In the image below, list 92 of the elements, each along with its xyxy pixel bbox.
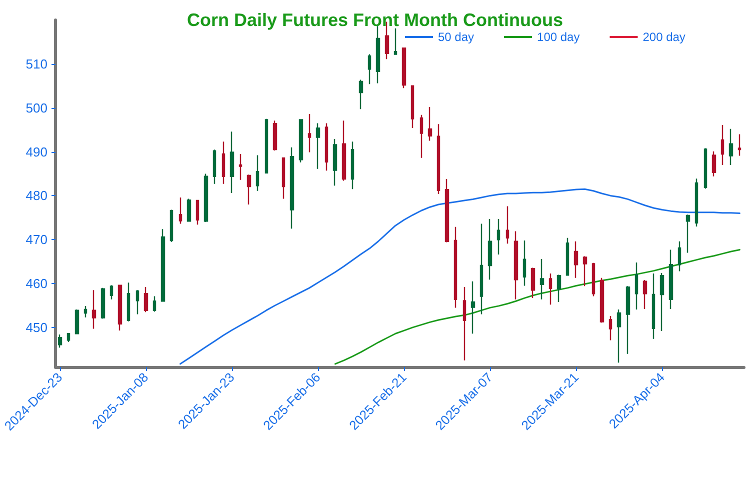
candlestick xyxy=(144,286,148,313)
candlestick xyxy=(282,156,286,200)
y-tick-label: 450 xyxy=(26,320,48,335)
candlestick xyxy=(368,54,372,85)
candlestick xyxy=(436,124,440,195)
candlestick xyxy=(738,134,742,156)
candlestick xyxy=(480,223,484,315)
candlestick xyxy=(712,150,716,177)
candlestick xyxy=(74,308,80,335)
candlestick xyxy=(58,334,62,348)
candlestick xyxy=(660,272,664,332)
candlestick xyxy=(160,228,166,302)
candlestick xyxy=(222,141,226,184)
candlestick xyxy=(704,148,708,190)
candlestick xyxy=(152,296,156,312)
candlestick xyxy=(522,240,526,286)
candlestick xyxy=(548,272,552,306)
candlestick xyxy=(686,214,690,254)
candlestick xyxy=(332,138,338,186)
candlestick xyxy=(92,290,96,330)
candlestick xyxy=(652,272,656,340)
candlestick xyxy=(556,274,562,303)
candlestick xyxy=(444,178,450,243)
legend-label: 200 day xyxy=(642,30,686,44)
candlestick xyxy=(488,218,492,280)
candlestick xyxy=(204,173,208,223)
candlestick xyxy=(470,280,476,334)
candlestick xyxy=(100,287,106,320)
candlestick xyxy=(678,240,682,272)
candlestick xyxy=(566,237,570,276)
line-series xyxy=(334,248,740,365)
candlestick xyxy=(608,315,612,341)
candlestick xyxy=(324,122,328,172)
candlestick xyxy=(170,209,174,242)
candlestick xyxy=(626,286,630,354)
candlestick xyxy=(186,198,192,222)
candlestick xyxy=(298,118,304,163)
candlestick xyxy=(256,154,260,192)
candlestick xyxy=(402,47,406,89)
candlestick xyxy=(358,79,364,110)
candlestick xyxy=(136,290,140,315)
chart-title: Corn Daily Futures Front Month Continuous xyxy=(187,10,563,30)
candlestick xyxy=(350,141,354,190)
candlestick xyxy=(376,26,380,84)
candlestick xyxy=(110,284,114,300)
candlestick xyxy=(420,114,424,159)
candlestick xyxy=(728,128,734,166)
candlestick xyxy=(574,240,578,278)
candlestick xyxy=(196,199,200,226)
candlestick xyxy=(394,28,398,55)
candlestick xyxy=(272,120,278,152)
candlestick xyxy=(514,230,518,300)
candlestick xyxy=(238,153,242,180)
candlestick xyxy=(246,174,252,206)
y-tick-label: 490 xyxy=(26,144,48,160)
y-tick-label: 500 xyxy=(26,100,48,116)
candlestick xyxy=(616,308,622,364)
line-series xyxy=(180,188,740,365)
candlestick xyxy=(178,196,182,224)
candlestick xyxy=(506,206,510,244)
candlestick xyxy=(126,282,130,322)
candlestick xyxy=(410,84,414,129)
candlestick xyxy=(316,122,320,170)
candlestick xyxy=(264,118,268,174)
candlestick xyxy=(212,148,216,184)
candlestick xyxy=(634,262,638,310)
y-tick-label: 470 xyxy=(26,232,48,248)
y-tick-label: 460 xyxy=(26,276,48,292)
candlestick xyxy=(720,124,724,166)
candlestick xyxy=(582,256,588,287)
candlestick xyxy=(454,226,458,308)
candlestick xyxy=(308,113,312,153)
candlestick xyxy=(342,120,346,182)
candlestick xyxy=(462,286,466,362)
y-tick-label: 480 xyxy=(26,188,48,204)
candlestick xyxy=(600,277,604,324)
candlestick xyxy=(530,267,536,299)
candlestick xyxy=(118,284,122,332)
candlestick xyxy=(592,262,596,297)
legend-label: 100 day xyxy=(537,30,580,44)
candlestick xyxy=(694,178,698,228)
candlestick xyxy=(496,218,500,256)
candlestick xyxy=(428,106,432,142)
candlestick xyxy=(642,279,648,310)
candlestick xyxy=(230,130,234,194)
candlestick xyxy=(540,258,544,300)
candlestick xyxy=(84,305,88,318)
candlestick xyxy=(290,146,294,230)
candlestick xyxy=(668,249,674,310)
candlestick xyxy=(66,332,70,343)
legend-label: 50 day xyxy=(438,30,474,44)
y-tick-label: 510 xyxy=(26,56,48,72)
